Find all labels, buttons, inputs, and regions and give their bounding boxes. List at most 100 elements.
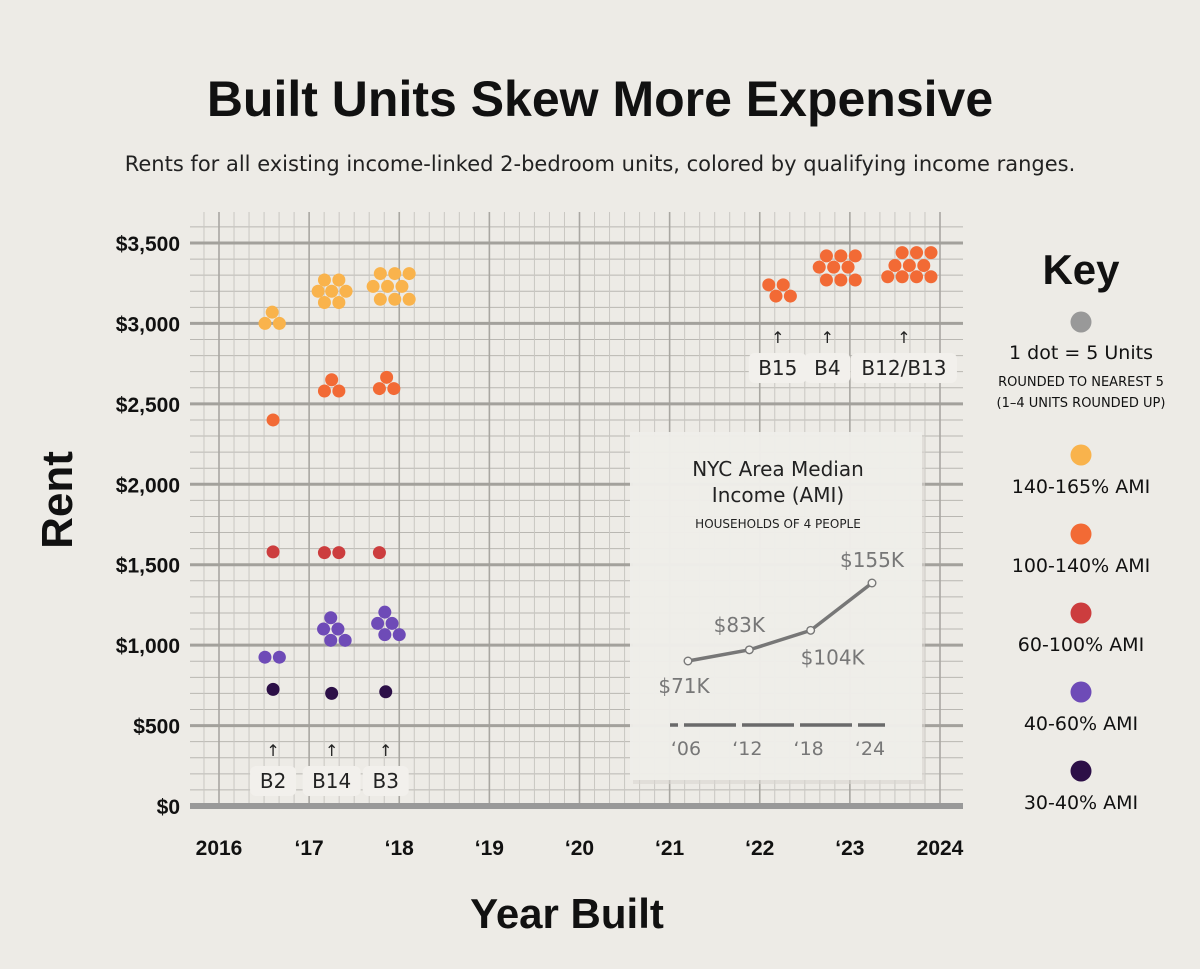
y-tick-label: $3,500 (116, 233, 180, 256)
data-dot (819, 273, 833, 287)
data-dot (272, 650, 286, 664)
legend-swatch (1070, 444, 1092, 466)
inset-title-line1: NYC Area Median (692, 457, 864, 481)
building-label: B15 (758, 356, 797, 380)
building-arrow-icon: ↑ (821, 328, 834, 347)
key-note-line2: (1–4 UNITS ROUNDED UP) (997, 396, 1166, 411)
data-dot (366, 279, 380, 293)
data-dot (834, 249, 848, 263)
data-dot (834, 273, 848, 287)
data-dot (819, 249, 833, 263)
building-label-bg (748, 353, 807, 383)
inset-value-label: $71K (658, 674, 710, 698)
key-title: Key (1042, 246, 1120, 293)
data-dot (311, 284, 325, 298)
inset-subtitle: HOUSEHOLDS OF 4 PEOPLE (695, 517, 861, 531)
data-dot (841, 260, 855, 274)
x-tick-label: ‘17 (295, 837, 324, 860)
data-dot (776, 278, 790, 292)
inset-x-tick: ‘24 (855, 738, 885, 760)
building-label: B2 (260, 769, 286, 793)
x-tick-label: ‘19 (475, 837, 504, 860)
building-label: B12/B13 (861, 356, 946, 380)
building-label-bg (804, 353, 851, 383)
legend-label: 60-100% AMI (1018, 634, 1144, 656)
inset-point (683, 656, 693, 666)
data-dot (324, 633, 338, 647)
inset-x-tick: ‘12 (732, 738, 762, 760)
data-points (258, 246, 938, 700)
data-dot (378, 628, 392, 642)
data-dot (317, 296, 331, 310)
data-dot (325, 284, 339, 298)
inset-point (744, 645, 754, 655)
x-tick-label: ‘20 (565, 837, 594, 860)
chart-title: Built Units Skew More Expensive (206, 71, 994, 127)
data-dot (783, 289, 797, 303)
data-dot (325, 686, 339, 700)
building-arrow-icon: ↑ (771, 328, 784, 347)
legend-swatch (1070, 523, 1092, 545)
x-tick-label: ‘18 (385, 837, 415, 860)
data-dot (372, 546, 386, 560)
inset-point (867, 578, 877, 588)
data-dot (339, 284, 353, 298)
building-arrow-icon: ↑ (266, 741, 279, 760)
inset-value-label: $83K (714, 613, 766, 637)
x-tick-label: ‘22 (745, 837, 774, 860)
data-dot (266, 413, 280, 427)
data-dot (881, 270, 895, 284)
data-dot (769, 289, 783, 303)
data-dot (910, 270, 924, 284)
x-tick-label: ‘21 (655, 837, 685, 860)
y-axis-label: Rent (33, 451, 82, 549)
y-tick-label: $1,500 (116, 555, 180, 578)
building-label: B3 (373, 769, 399, 793)
axes: $0 $500 $1,000 $1,500 $2,000 $2,500 $3,000 $3,5… (116, 233, 964, 860)
data-dot (324, 611, 338, 625)
y-tick-label: $2,500 (116, 394, 180, 417)
data-dot (388, 292, 402, 306)
y-tick-label: $3,000 (116, 313, 180, 336)
legend: Key 1 dot = 5 Units ROUNDED TO NEAREST 5 (1… (997, 246, 1166, 814)
data-dot (902, 259, 916, 273)
data-dot (392, 628, 406, 642)
x-tick-label: 2024 (917, 837, 964, 860)
building-arrow-icon: ↑ (897, 328, 910, 347)
data-dot (332, 546, 346, 560)
data-dot (373, 292, 387, 306)
data-dot (395, 279, 409, 293)
data-dot (317, 546, 331, 560)
chart-subtitle: Rents for all existing income-linked 2-b… (124, 152, 1076, 176)
data-dot (332, 273, 346, 287)
legend-swatch (1070, 681, 1092, 703)
building-arrow-icon: ↑ (379, 741, 392, 760)
data-dot (924, 246, 938, 260)
data-dot (910, 246, 924, 260)
inset-line (687, 581, 874, 663)
data-dot (388, 267, 402, 281)
data-dot (373, 267, 387, 281)
data-dot (387, 382, 401, 396)
data-dot (385, 616, 399, 630)
building-label: B14 (312, 769, 351, 793)
building-label-bg (850, 353, 957, 383)
inset-title-line2: Income (AMI) (712, 483, 844, 507)
building-label: B4 (814, 356, 840, 380)
data-dot (924, 270, 938, 284)
building-label-bg (250, 766, 297, 796)
data-dot (888, 259, 902, 273)
key-dot-note: 1 dot = 5 Units (1009, 342, 1153, 364)
data-dot (895, 270, 909, 284)
y-tick-label: $0 (157, 796, 180, 819)
data-dot (402, 292, 416, 306)
data-dot (272, 316, 286, 330)
data-dot (372, 382, 386, 396)
legend-label: 30-40% AMI (1024, 792, 1138, 814)
building-label-bg (362, 766, 409, 796)
data-dot (371, 616, 385, 630)
data-dot (827, 260, 841, 274)
data-dot (266, 682, 280, 696)
building-label-bg (302, 766, 361, 796)
